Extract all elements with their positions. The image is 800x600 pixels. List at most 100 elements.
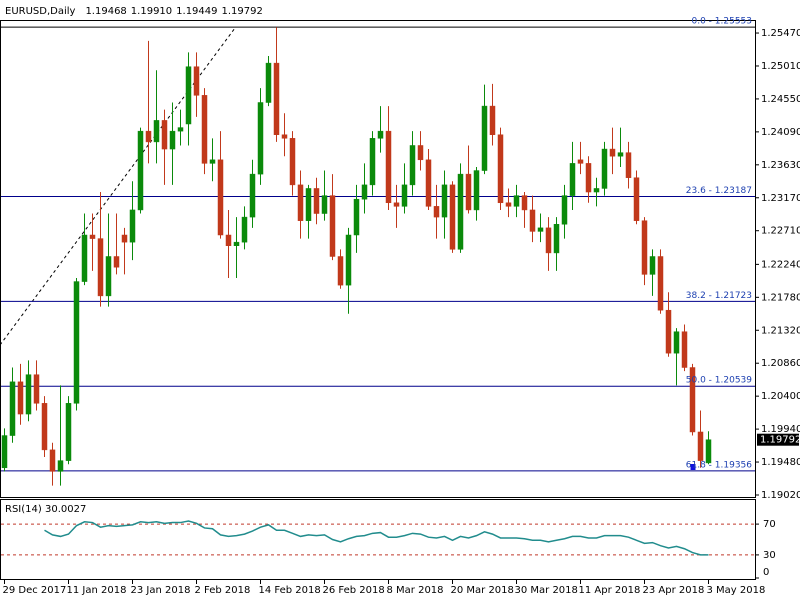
candle-body bbox=[537, 227, 544, 232]
candle-body bbox=[121, 234, 128, 243]
candle-body bbox=[281, 134, 288, 139]
fib-label: 0.0 - 1.25553 bbox=[692, 17, 753, 27]
candle-body bbox=[345, 234, 352, 286]
fib-label: 23.6 - 1.23187 bbox=[686, 186, 752, 196]
candle-body bbox=[113, 256, 120, 268]
candle-body bbox=[129, 209, 136, 243]
candle-body bbox=[649, 256, 656, 275]
price-axis: 1.25470 1.25010 1.24550 1.24090 1.23630 1.231… bbox=[755, 28, 800, 501]
candle-body bbox=[81, 234, 88, 282]
main-pane-border bbox=[0, 20, 756, 498]
last-price-label: 1.19792 bbox=[760, 435, 800, 446]
header-values: 1.19468 1.19910 1.19449 1.19792 bbox=[85, 6, 262, 17]
header: EURUSD,Daily 1.19468 1.19910 1.19449 1.19792 bbox=[5, 6, 263, 17]
candle-body bbox=[473, 170, 480, 211]
candle-body bbox=[65, 403, 72, 461]
candle-body bbox=[1, 435, 8, 469]
candle-body bbox=[105, 256, 112, 297]
candle-body bbox=[73, 281, 80, 404]
candle-body bbox=[329, 195, 336, 257]
candle-body bbox=[9, 381, 16, 436]
candle-body bbox=[553, 224, 560, 254]
candle-body bbox=[377, 130, 384, 139]
candle-body bbox=[193, 66, 200, 96]
candle-body bbox=[401, 184, 408, 207]
candle-body bbox=[97, 238, 104, 297]
rsi-header: RSI(14) 30.0027 bbox=[5, 504, 86, 515]
candle-body bbox=[169, 130, 176, 150]
y-tick-label: 1.21320 bbox=[761, 325, 800, 336]
candle-body bbox=[569, 163, 576, 196]
header-value: 1.19449 bbox=[176, 6, 217, 17]
candle-body bbox=[529, 209, 536, 232]
x-tick-label: 20 Mar 2018 bbox=[451, 585, 514, 596]
candle-body bbox=[137, 130, 144, 211]
candle-body bbox=[673, 331, 680, 354]
rsi-pane-border bbox=[0, 499, 756, 580]
candle-body bbox=[177, 127, 184, 132]
candle-body bbox=[305, 188, 312, 221]
candle-body bbox=[681, 331, 688, 368]
candle-body bbox=[369, 138, 376, 186]
candle-body bbox=[697, 431, 704, 461]
rsi-tick-label: 30 bbox=[763, 550, 776, 561]
fib-label: 61.8 - 1.19356 bbox=[686, 460, 752, 470]
candle-body bbox=[489, 105, 496, 135]
y-tick-label: 1.24090 bbox=[761, 127, 800, 138]
candle-body bbox=[201, 95, 208, 164]
candle-body bbox=[633, 177, 640, 221]
candle-body bbox=[217, 159, 224, 236]
main-pane bbox=[1, 26, 755, 486]
candle-body bbox=[57, 460, 64, 472]
candle-body bbox=[393, 202, 400, 207]
candle-body bbox=[409, 145, 416, 186]
candle-body bbox=[465, 173, 472, 211]
candle-body bbox=[545, 227, 552, 254]
header-value: 1.19910 bbox=[131, 6, 172, 17]
candle-body bbox=[337, 256, 344, 286]
rsi-tick-label: 0 bbox=[763, 567, 769, 578]
y-tick-label: 1.25470 bbox=[761, 28, 800, 39]
y-tick-label: 1.20860 bbox=[761, 358, 800, 369]
x-tick-label: 3 May 2018 bbox=[707, 585, 766, 596]
header-value: 1.19468 bbox=[85, 6, 126, 17]
candle-body bbox=[25, 374, 32, 415]
candle-body bbox=[457, 173, 464, 250]
candle-body bbox=[593, 188, 600, 193]
candle-body bbox=[209, 159, 216, 164]
x-tick-label: 23 Jan 2018 bbox=[131, 585, 191, 596]
candle-body bbox=[361, 184, 368, 200]
candle-body bbox=[273, 62, 280, 135]
x-tick-label: 14 Feb 2018 bbox=[259, 585, 321, 596]
y-tick-label: 1.19020 bbox=[761, 490, 800, 501]
y-tick-label: 1.20400 bbox=[761, 391, 800, 402]
x-tick-label: 2 Feb 2018 bbox=[195, 585, 251, 596]
candle-body bbox=[385, 130, 392, 204]
candle-body bbox=[185, 66, 192, 125]
candle-body bbox=[33, 374, 40, 404]
candle-body bbox=[433, 206, 440, 218]
candle-body bbox=[609, 148, 616, 157]
x-tick-label: 29 Dec 2017 bbox=[3, 585, 67, 596]
rsi-tick-label: 70 bbox=[763, 519, 776, 530]
y-tick-label: 1.22710 bbox=[761, 226, 800, 237]
x-tick-label: 23 Apr 2018 bbox=[643, 585, 705, 596]
candle-body bbox=[321, 195, 328, 214]
rsi-last: 30.0027 bbox=[45, 504, 86, 515]
candle-body bbox=[89, 234, 96, 239]
y-tick-label: 1.19940 bbox=[761, 424, 800, 435]
candle-body bbox=[145, 130, 152, 143]
fib-label: 50.0 - 1.20539 bbox=[686, 376, 752, 386]
candle-body bbox=[313, 188, 320, 214]
candle-body bbox=[153, 120, 160, 143]
rsi-pane: 0 30 70 bbox=[1, 519, 776, 579]
y-tick-label: 1.23630 bbox=[761, 160, 800, 171]
candle-body bbox=[625, 152, 632, 178]
candle-body bbox=[265, 62, 272, 103]
candle-body bbox=[505, 202, 512, 207]
y-tick-label: 1.21780 bbox=[761, 292, 800, 303]
candle-body bbox=[497, 134, 504, 204]
candle-body bbox=[297, 184, 304, 221]
candle-body bbox=[249, 173, 256, 218]
